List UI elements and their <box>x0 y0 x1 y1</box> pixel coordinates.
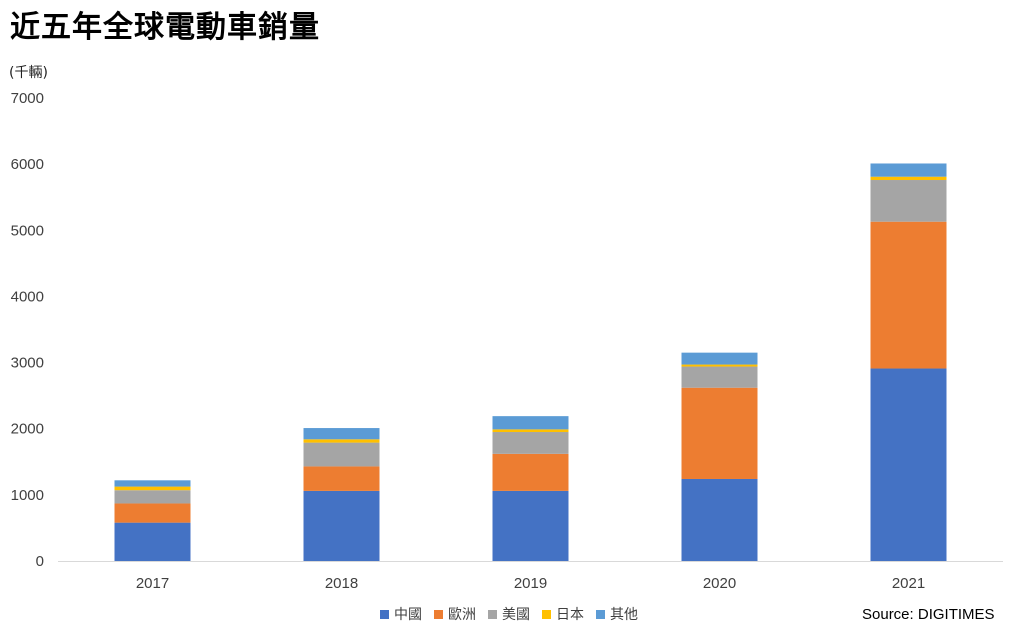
legend-label: 日本 <box>556 607 584 623</box>
bar-segment-2017-0 <box>114 522 191 561</box>
y-tick-label: 4000 <box>11 288 44 305</box>
legend-item: 美國 <box>488 604 530 624</box>
legend-swatch <box>596 609 605 619</box>
source-note: Source: DIGITIMES <box>862 606 995 623</box>
bar-segment-2017-2 <box>114 490 191 504</box>
bar-stack-2017 <box>114 480 191 561</box>
bar-segment-2021-3 <box>870 176 947 181</box>
legend-item: 中國 <box>380 604 422 624</box>
y-tick-label: 5000 <box>11 222 44 239</box>
bar-segment-2021-1 <box>870 221 947 369</box>
bar-area <box>114 163 947 561</box>
y-tick-label: 1000 <box>11 487 44 504</box>
bar-segment-2020-1 <box>681 387 758 479</box>
y-tick-label: 7000 <box>11 90 44 107</box>
legend-label: 中國 <box>394 607 422 623</box>
bar-segment-2019-0 <box>492 490 569 561</box>
legend-swatch <box>434 609 443 619</box>
bar-segment-2020-2 <box>681 366 758 388</box>
x-axis-ticks: 2017 2018 2019 2020 2021 <box>136 575 925 592</box>
legend-item: 歐洲 <box>434 604 476 624</box>
legend-swatch <box>488 609 497 619</box>
bar-segment-2018-3 <box>303 439 380 443</box>
bar-segment-2018-1 <box>303 466 380 491</box>
legend-item: 其他 <box>596 604 638 624</box>
x-tick-label: 2018 <box>325 575 358 592</box>
legend-swatch <box>380 609 389 619</box>
bar-segment-2017-1 <box>114 503 191 523</box>
bar-segment-2017-4 <box>114 480 191 487</box>
bar-segment-2019-1 <box>492 453 569 491</box>
x-tick-label: 2021 <box>892 575 925 592</box>
bar-segment-2020-4 <box>681 352 758 365</box>
bar-segment-2021-0 <box>870 368 947 561</box>
legend-label: 其他 <box>610 607 638 623</box>
y-tick-label: 3000 <box>11 355 44 372</box>
bar-stack-2019 <box>492 416 569 561</box>
bar-segment-2017-3 <box>114 486 191 491</box>
legend: 中國 歐洲 美國 日本 其他 <box>0 604 1015 626</box>
x-tick-label: 2020 <box>703 575 736 592</box>
bar-segment-2021-4 <box>870 163 947 177</box>
bar-segment-2018-4 <box>303 428 380 440</box>
y-axis-unit-label: (千輛) <box>9 65 48 81</box>
legend-swatch <box>542 609 551 619</box>
bar-segment-2019-4 <box>492 416 569 430</box>
y-tick-label: 0 <box>36 553 44 570</box>
bar-segment-2021-2 <box>870 180 947 222</box>
chart-title: 近五年全球電動車銷量 <box>10 10 320 45</box>
y-tick-label: 6000 <box>11 156 44 173</box>
bar-segment-2019-3 <box>492 429 569 433</box>
bar-segment-2019-2 <box>492 432 569 454</box>
legend-label: 美國 <box>502 607 530 623</box>
legend-item: 日本 <box>542 604 584 624</box>
bar-segment-2018-0 <box>303 490 380 561</box>
bar-stack-2020 <box>681 352 758 561</box>
bar-segment-2018-2 <box>303 442 380 467</box>
y-tick-label: 2000 <box>11 421 44 438</box>
bar-stack-2018 <box>303 428 380 561</box>
legend-label: 歐洲 <box>448 607 476 623</box>
bar-segment-2020-3 <box>681 364 758 367</box>
bar-segment-2020-0 <box>681 478 758 561</box>
x-tick-label: 2019 <box>514 575 547 592</box>
bar-stack-2021 <box>870 163 947 561</box>
y-axis-ticks: 0 1000 2000 3000 4000 5000 6000 7000 <box>11 90 44 570</box>
x-tick-label: 2017 <box>136 575 169 592</box>
